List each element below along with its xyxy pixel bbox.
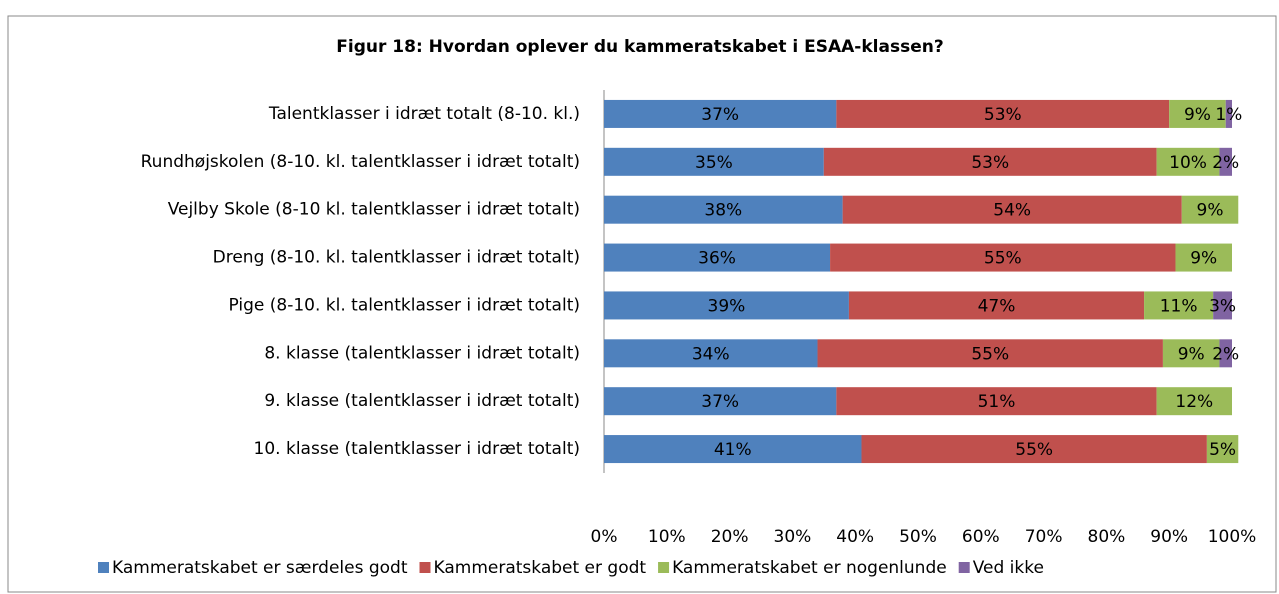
bar-segment [836,387,1157,416]
x-tick-label: 90% [1150,527,1188,547]
bar-segment [861,435,1207,464]
x-tick-label: 10% [648,527,686,547]
y-tick-label: 9. klasse (talentklasser i idræt totalt) [264,391,580,411]
data-label: 39% [708,296,746,316]
y-tick-label: Pige (8-10. kl. talentklasser i idræt to… [229,295,580,315]
bar-segment [836,99,1170,128]
bar-segment [604,387,837,416]
data-label: 38% [704,201,742,221]
bar-segment [1225,99,1232,128]
bar-segment [1181,195,1239,224]
data-label: 54% [993,201,1031,221]
y-tick-label: Vejlby Skole (8-10 kl. talentklasser i i… [168,200,580,220]
legend-label: Ved ikke [973,558,1044,578]
data-label: 53% [984,105,1022,125]
data-label: 9% [1178,344,1205,364]
data-label: 55% [971,344,1009,364]
data-label: 12% [1175,392,1213,412]
x-tick-label: 40% [836,527,874,547]
y-tick-label: 8. klasse (talentklasser i idræt totalt) [264,343,580,363]
data-label: 1% [1215,105,1242,125]
bar-segment [604,195,843,224]
bar-segment [1213,291,1232,320]
bar-segment [823,147,1157,176]
bar-segment [604,435,862,464]
bar-segment [1144,291,1214,320]
data-label: 37% [701,392,739,412]
x-tick-label: 70% [1025,527,1063,547]
y-tick-label: 10. klasse (talentklasser i idræt totalt… [254,439,580,459]
bar-segment [1175,243,1232,272]
data-label: 51% [978,392,1016,412]
bar-segment [1206,435,1239,464]
bar-segment [1219,339,1232,368]
data-label: 37% [701,105,739,125]
bar-segment [830,243,1176,272]
bar-segment [1169,99,1226,128]
bar-segment [1219,147,1232,176]
legend-swatch [658,562,670,573]
data-label: 3% [1209,296,1236,316]
data-label: 36% [698,249,736,269]
chart-title: Figur 18: Hvordan oplever du kammeratska… [336,37,943,57]
y-tick-label: Dreng (8-10. kl. talentklasser i idræt t… [213,248,580,268]
x-tick-label: 60% [962,527,1000,547]
bar-segment [817,339,1163,368]
bar-segment [842,195,1182,224]
bar-segment [1156,147,1220,176]
bar-segment [604,243,831,272]
legend-swatch [98,562,109,573]
x-tick-label: 50% [899,527,937,547]
data-label: 9% [1190,249,1217,269]
bar-segment [604,99,837,128]
data-label: 34% [692,344,730,364]
data-label: 11% [1160,296,1198,316]
x-tick-label: 100% [1208,527,1257,547]
data-label: 10% [1169,153,1207,173]
bar-segment [1156,387,1232,416]
bar-segment [604,339,818,368]
data-label: 41% [714,440,752,460]
bar-segment [848,291,1145,320]
legend-swatch [958,562,970,573]
legend-label: Kammeratskabet er nogenlunde [672,558,947,578]
data-label: 55% [984,249,1022,269]
x-tick-label: 20% [711,527,749,547]
bar-segment [604,147,824,176]
y-tick-label: Talentklasser i idræt totalt (8-10. kl.) [268,104,580,124]
x-tick-label: 0% [591,527,618,547]
x-tick-label: 30% [774,527,812,547]
data-label: 47% [978,296,1016,316]
bar-segment [1162,339,1220,368]
data-label: 9% [1197,201,1224,221]
legend-label: Kammeratskabet er særdeles godt [112,558,408,578]
data-label: 2% [1212,153,1239,173]
data-label: 9% [1184,105,1211,125]
data-label: 53% [971,153,1009,173]
x-tick-label: 80% [1088,527,1126,547]
y-tick-label: Rundhøjskolen (8-10. kl. talentklasser i… [141,152,580,172]
data-label: 35% [695,153,733,173]
legend-label: Kammeratskabet er godt [434,558,647,578]
legend-swatch [419,562,431,573]
data-label: 2% [1212,344,1239,364]
data-label: 5% [1209,440,1236,460]
data-label: 55% [1015,440,1053,460]
bar-segment [604,291,849,320]
